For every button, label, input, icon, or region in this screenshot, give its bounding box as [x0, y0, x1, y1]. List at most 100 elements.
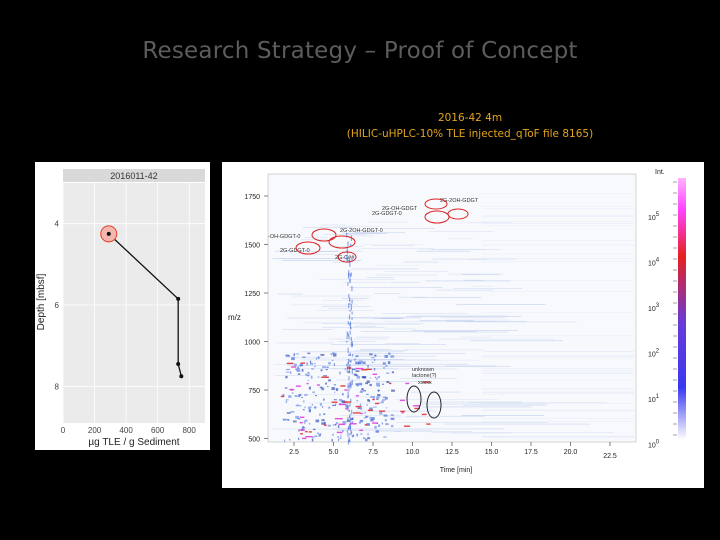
signal-pixel: [359, 419, 364, 423]
signal-pixel: [293, 363, 297, 367]
colour-scale-label: 100: [648, 440, 660, 450]
signal-pixel: [351, 368, 353, 375]
signal-pixel: [304, 406, 306, 409]
signal-hotspot: [291, 366, 297, 368]
annotation-label: lactone(?): [412, 373, 437, 379]
signal-pixel: [311, 404, 313, 406]
signal-pixel: [322, 398, 325, 401]
signal-hotspot: [355, 405, 362, 408]
signal-pixel: [347, 362, 349, 368]
signal-pixel: [347, 273, 350, 279]
annotation-label: -OH-GDGT-0: [268, 234, 300, 240]
signal-pixel: [347, 396, 349, 399]
signal-pixel: [348, 385, 350, 392]
signal-pixel: [374, 425, 377, 429]
signal-pixel: [349, 330, 351, 335]
signal-hotspot: [299, 429, 305, 431]
signal-hotspot: [374, 402, 380, 405]
signal-pixel: [349, 309, 351, 312]
annotation-label: 2G-2OH-GDGT: [440, 198, 479, 204]
signal-pixel: [290, 411, 295, 413]
signal-pixel: [356, 433, 359, 437]
signal-pixel: [351, 379, 353, 386]
signal-pixel: [285, 375, 288, 379]
signal-hotspot: [405, 382, 410, 385]
signal-pixel: [385, 365, 388, 367]
signal-pixel: [347, 416, 349, 421]
signal-pixel: [335, 352, 337, 356]
signal-pixel: [362, 390, 366, 392]
colour-scale-label: 102: [648, 349, 660, 359]
signal-pixel: [346, 232, 348, 238]
signal-pixel: [308, 409, 311, 413]
signal-pixel: [298, 405, 302, 407]
signal-hotspot: [364, 424, 368, 426]
signal-pixel: [369, 383, 372, 387]
signal-hotspot: [334, 417, 343, 420]
signal-pixel: [312, 428, 316, 431]
signal-hotspot: [355, 395, 359, 397]
signal-pixel: [351, 353, 354, 357]
signal-pixel: [286, 368, 290, 371]
signal-pixel: [349, 322, 352, 329]
intensity-label: Int.: [655, 169, 665, 176]
signal-hotspot: [338, 423, 346, 426]
signal-pixel: [328, 406, 331, 409]
signal-pixel: [307, 379, 310, 381]
signal-pixel: [308, 422, 311, 425]
signal-pixel: [362, 361, 366, 365]
signal-pixel: [351, 299, 353, 304]
signal-pixel: [349, 360, 352, 363]
signal-pixel: [285, 371, 290, 373]
signal-hotspot: [295, 385, 301, 387]
x-tick-label: 20.0: [564, 449, 578, 456]
signal-pixel: [369, 407, 373, 411]
signal-pixel: [298, 393, 302, 396]
signal-hotspot: [367, 409, 373, 412]
data-point: [179, 374, 184, 379]
y-tick-label: 4: [55, 220, 60, 229]
signal-pixel: [384, 397, 388, 400]
signal-pixel: [351, 368, 356, 371]
signal-pixel: [350, 327, 352, 330]
x-tick-label: 17.5: [524, 449, 538, 456]
signal-hotspot: [349, 423, 357, 425]
signal-hotspot: [359, 429, 363, 432]
signal-hotspot: [399, 399, 405, 402]
signal-pixel: [295, 368, 297, 370]
signal-pixel: [370, 395, 374, 398]
signal-pixel: [356, 376, 361, 379]
signal-hotspot: [306, 382, 309, 385]
signal-pixel: [291, 392, 294, 394]
heatmap-area: [267, 173, 637, 443]
signal-hotspot: [299, 421, 303, 424]
signal-pixel: [367, 399, 370, 402]
signal-pixel: [295, 353, 300, 355]
signal-pixel: [350, 429, 352, 434]
signal-pixel: [346, 331, 348, 337]
signal-pixel: [331, 387, 335, 391]
x-tick-label: 0: [61, 426, 66, 435]
signal-pixel: [369, 377, 372, 379]
signal-pixel: [318, 433, 321, 437]
signal-pixel: [347, 282, 349, 286]
signal-pixel: [374, 354, 377, 357]
signal-pixel: [305, 373, 308, 376]
signal-pixel: [333, 384, 336, 386]
signal-pixel: [339, 437, 342, 439]
signal-pixel: [364, 438, 368, 442]
signal-pixel: [355, 361, 359, 365]
signal-hotspot: [289, 388, 295, 391]
signal-hotspot: [300, 433, 303, 435]
signal-pixel: [342, 393, 344, 396]
signal-pixel: [348, 410, 351, 412]
signal-hotspot: [305, 430, 308, 433]
signal-hotspot: [280, 395, 285, 398]
signal-pixel: [301, 396, 303, 399]
signal-pixel: [347, 383, 349, 386]
signal-pixel: [304, 419, 308, 422]
signal-pixel: [357, 407, 361, 410]
signal-pixel: [325, 369, 328, 371]
signal-pixel: [328, 379, 332, 382]
signal-pixel: [347, 347, 349, 354]
